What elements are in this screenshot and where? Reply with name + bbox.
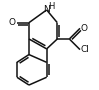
Text: O: O [81,24,88,33]
Text: O: O [9,18,15,27]
Text: H: H [48,2,55,11]
Text: N: N [43,5,50,14]
Text: Cl: Cl [81,45,90,54]
